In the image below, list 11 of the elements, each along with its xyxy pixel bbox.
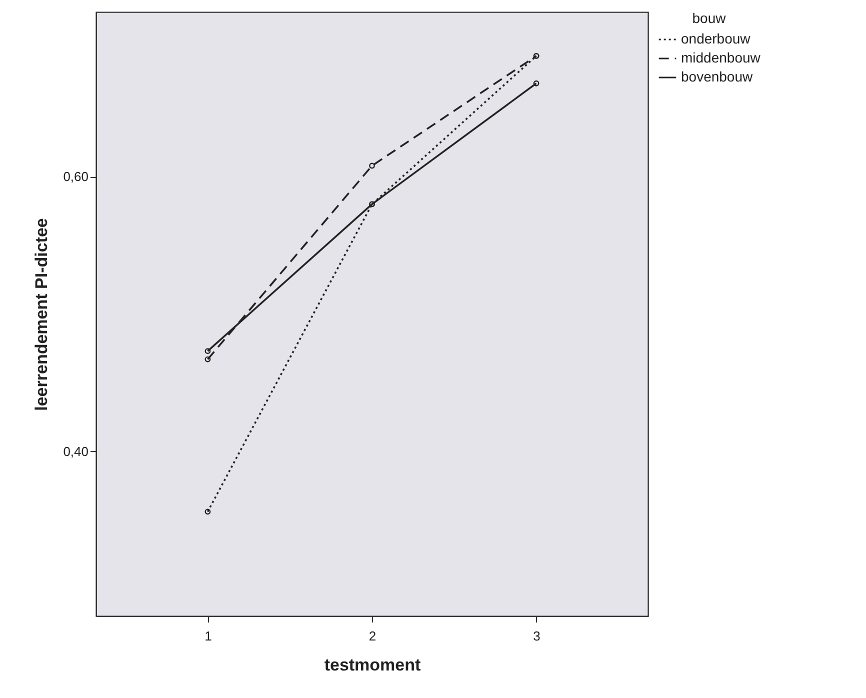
legend-label: onderbouw [681, 30, 752, 46]
x-axis-title: testmoment [324, 656, 422, 674]
y-tick-label: 0,40 [63, 444, 88, 459]
legend-title: bouw [692, 10, 727, 26]
y-tick-label: 0,60 [63, 169, 88, 184]
legend-label: middenbouw [681, 50, 762, 66]
x-tick-label: 1 [204, 628, 212, 644]
legend-label: bovenbouw [681, 68, 754, 84]
x-tick-label: 2 [368, 628, 376, 644]
y-axis-title: leerrendement PI-dictee [32, 218, 52, 411]
x-tick-label: 3 [533, 628, 540, 644]
